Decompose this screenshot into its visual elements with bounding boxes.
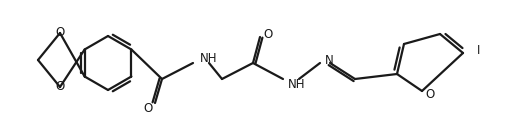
Text: O: O: [144, 103, 153, 116]
Text: O: O: [55, 81, 64, 93]
Text: I: I: [477, 44, 480, 58]
Text: O: O: [55, 27, 64, 39]
Text: O: O: [425, 88, 435, 102]
Text: O: O: [263, 27, 272, 41]
Text: N: N: [325, 53, 334, 67]
Text: NH: NH: [200, 53, 217, 65]
Text: NH: NH: [288, 79, 306, 91]
